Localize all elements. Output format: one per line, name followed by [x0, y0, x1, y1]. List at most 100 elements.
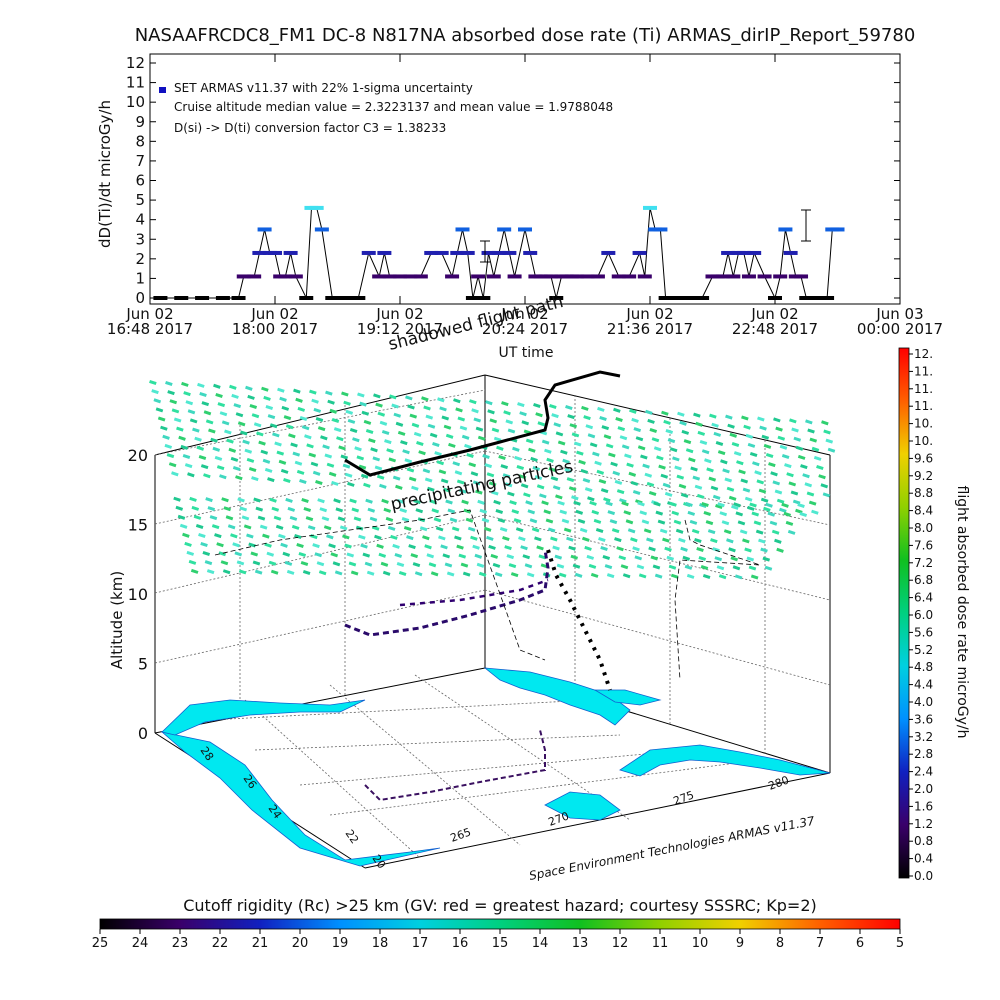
rigidity-tick-label: 6 — [856, 936, 864, 951]
particle-marker — [173, 496, 181, 502]
particle-marker — [549, 404, 557, 410]
particle-marker — [668, 564, 677, 570]
particle-marker — [719, 511, 728, 517]
particle-marker — [727, 423, 735, 429]
particle-marker — [581, 405, 589, 411]
particle-marker — [270, 569, 279, 575]
dose-colorbar-label: flight absorbed dose rate microGy/h — [954, 486, 970, 739]
flight-path-ground-shadow — [364, 729, 546, 802]
particle-marker — [278, 459, 287, 465]
dose-rate-point — [231, 296, 246, 300]
particle-marker — [381, 498, 389, 504]
particle-marker — [680, 492, 689, 498]
particle-marker — [461, 499, 469, 505]
particle-marker — [551, 413, 559, 419]
dose-rate-point — [830, 227, 845, 232]
particle-marker — [419, 526, 428, 532]
particle-marker — [241, 515, 250, 521]
particle-marker — [225, 515, 234, 521]
particle-marker — [617, 426, 626, 432]
particle-marker — [730, 556, 739, 562]
particle-marker — [630, 480, 639, 486]
particle-marker — [634, 555, 643, 561]
particle-marker — [696, 547, 704, 553]
particle-marker — [399, 508, 408, 514]
particle-marker — [690, 466, 698, 472]
particle-marker — [572, 563, 581, 569]
particle-marker — [512, 446, 520, 452]
particle-marker — [682, 555, 691, 561]
particle-marker — [504, 545, 512, 551]
particle-marker — [182, 532, 190, 538]
dose-rate-point — [637, 274, 652, 279]
dose-rate-point — [502, 250, 517, 255]
particle-marker — [775, 426, 783, 432]
particle-marker — [347, 481, 355, 487]
particle-marker — [547, 527, 556, 533]
particle-marker — [706, 467, 714, 473]
particle-marker — [697, 430, 706, 436]
particle-marker — [588, 563, 597, 569]
particle-marker — [193, 514, 202, 520]
particle-marker — [386, 448, 394, 454]
particle-marker — [752, 461, 760, 467]
particle-marker — [358, 534, 366, 540]
particle-marker — [704, 458, 712, 464]
particle-marker — [535, 412, 543, 418]
dose-rate-point — [361, 250, 376, 255]
particle-marker — [400, 440, 408, 446]
particle-marker — [724, 477, 733, 483]
particle-marker — [621, 444, 630, 450]
particle-marker — [437, 397, 445, 403]
particle-marker — [283, 415, 292, 421]
particle-marker — [426, 553, 435, 559]
particle-marker — [658, 464, 666, 470]
particle-marker — [519, 411, 527, 417]
particle-marker — [422, 535, 430, 541]
dose-rate-point — [523, 250, 538, 255]
particle-marker — [486, 535, 494, 541]
particle-marker — [421, 396, 429, 402]
particle-marker — [291, 524, 300, 530]
particle-marker — [359, 401, 367, 407]
colorbar-tick-label: 9.6 — [914, 451, 933, 465]
particle-marker — [453, 398, 461, 404]
particle-marker — [541, 500, 549, 506]
map-landmass — [160, 667, 831, 867]
particle-marker — [633, 427, 642, 433]
particle-marker — [568, 545, 576, 551]
particle-marker — [659, 528, 668, 534]
particle-marker — [424, 544, 432, 550]
colorbar-tick-label: 1.2 — [914, 817, 933, 831]
particle-marker — [762, 556, 771, 562]
particle-marker — [475, 489, 483, 495]
particle-marker — [574, 572, 583, 578]
dose-rate-point — [174, 296, 189, 300]
particle-marker — [538, 554, 547, 560]
particle-marker — [585, 424, 594, 430]
particle-marker — [630, 537, 638, 543]
particle-marker — [734, 574, 743, 580]
particle-marker — [278, 533, 286, 539]
particle-marker — [438, 535, 446, 541]
x-tick-date: Jun 02 — [375, 305, 423, 323]
particle-marker — [774, 489, 783, 495]
colorbar-tick-label: 8.4 — [914, 504, 933, 518]
particle-marker — [546, 457, 554, 463]
dose-rate-point — [715, 274, 730, 279]
particle-marker — [413, 431, 422, 437]
particle-marker — [292, 451, 301, 457]
particle-marker — [294, 460, 303, 466]
particle-marker — [514, 455, 522, 461]
particle-marker — [781, 454, 790, 460]
particle-marker — [715, 440, 724, 447]
particle-marker — [276, 450, 285, 456]
legend-marker — [159, 87, 166, 93]
particle-marker — [721, 520, 730, 526]
x-tick-date: Jun 02 — [250, 305, 298, 323]
colorbar-tick-label: 8.8 — [914, 486, 933, 500]
particle-marker — [299, 416, 308, 422]
particle-marker — [336, 436, 344, 442]
